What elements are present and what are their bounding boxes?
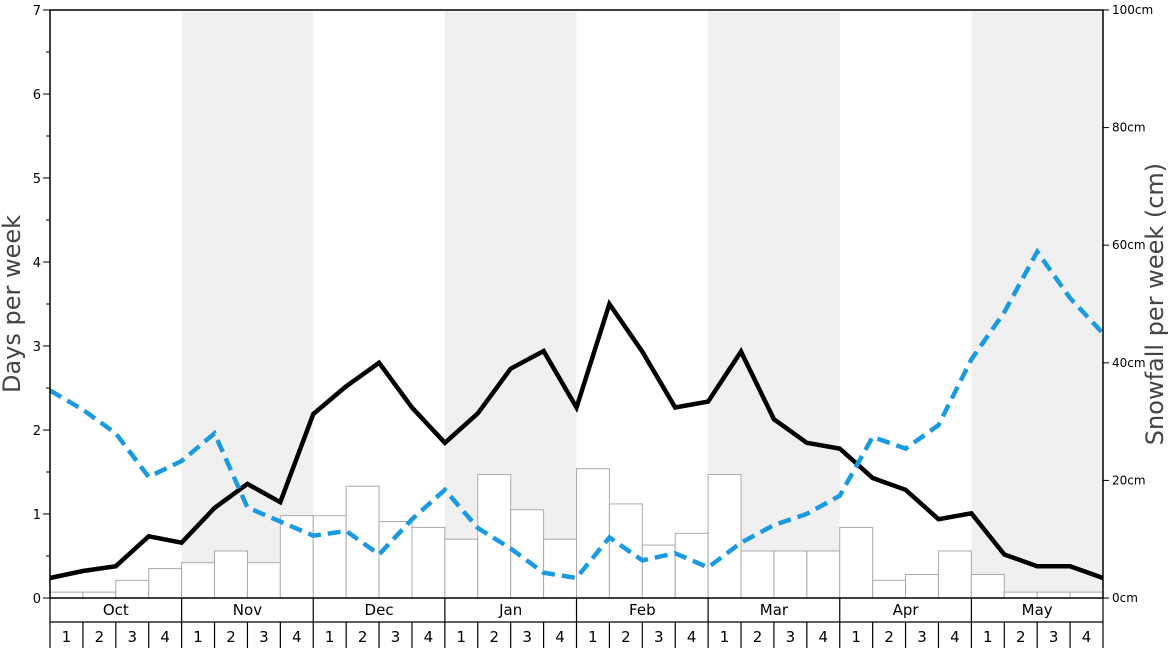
days-bar bbox=[905, 573, 939, 599]
days-bar bbox=[773, 550, 808, 599]
left-tick-label: 4 bbox=[33, 256, 41, 271]
days-bar bbox=[148, 568, 183, 599]
week-label: 3 bbox=[259, 628, 269, 646]
days-bar bbox=[740, 550, 775, 599]
month-label-mar: Mar bbox=[760, 601, 789, 619]
left-tick-label: 0 bbox=[33, 592, 41, 607]
week-label: 4 bbox=[292, 628, 302, 646]
month-label-feb: Feb bbox=[629, 601, 656, 619]
right-tick-label: 60cm bbox=[1112, 238, 1146, 252]
week-label: 1 bbox=[193, 628, 203, 646]
days-bar bbox=[872, 579, 907, 599]
left-axis-title: Days per week bbox=[0, 215, 26, 393]
days-bar bbox=[214, 550, 248, 599]
right-tick-label: 80cm bbox=[1112, 121, 1146, 135]
week-label: 3 bbox=[127, 628, 137, 646]
month-shade-nov bbox=[181, 10, 314, 598]
week-label: 3 bbox=[391, 628, 401, 646]
week-label: 2 bbox=[753, 628, 763, 646]
left-tick-label: 2 bbox=[33, 424, 41, 439]
week-label: 2 bbox=[621, 628, 631, 646]
days-bar bbox=[411, 526, 446, 599]
days-bar bbox=[806, 550, 841, 599]
week-label: 1 bbox=[720, 628, 730, 646]
right-tick-label: 20cm bbox=[1112, 473, 1146, 487]
month-axis: Oct Nov Dec Jan Feb Mar Apr May bbox=[49, 598, 1104, 648]
right-tick-label: 100cm bbox=[1112, 3, 1153, 17]
days-bar bbox=[82, 591, 117, 599]
left-tick-label: 5 bbox=[33, 172, 41, 187]
snowfall-solid-line bbox=[49, 298, 1104, 581]
week-label: 1 bbox=[457, 628, 467, 646]
days-bar bbox=[1003, 591, 1038, 599]
week-label: 1 bbox=[62, 628, 72, 646]
week-label: 4 bbox=[424, 628, 434, 646]
days-bar bbox=[246, 562, 281, 599]
week-label: 4 bbox=[1082, 628, 1092, 646]
month-label-oct: Oct bbox=[103, 601, 129, 619]
week-label: 2 bbox=[358, 628, 368, 646]
days-bar bbox=[641, 544, 676, 599]
days-bar bbox=[1069, 591, 1104, 599]
right-axis-title: Snowfall per week (cm) bbox=[1141, 163, 1168, 445]
right-tick-label: 0cm bbox=[1112, 591, 1138, 605]
right-tick-label: 40cm bbox=[1112, 356, 1146, 370]
days-bar bbox=[444, 538, 479, 599]
week-label: 2 bbox=[489, 628, 499, 646]
month-shading bbox=[181, 10, 1103, 598]
days-bar bbox=[345, 485, 380, 599]
days-bar bbox=[49, 591, 84, 599]
month-label-nov: Nov bbox=[233, 601, 262, 619]
month-label-jan: Jan bbox=[498, 601, 522, 619]
week-label: 1 bbox=[983, 628, 993, 646]
week-label: 1 bbox=[325, 628, 335, 646]
left-axis: 0 1 2 3 4 5 6 7 bbox=[33, 4, 50, 607]
left-tick-label: 3 bbox=[33, 340, 41, 355]
right-axis: 0cm 20cm 40cm 60cm 80cm 100cm bbox=[1103, 3, 1153, 605]
month-shade-may bbox=[971, 10, 1103, 598]
left-tick-label: 1 bbox=[33, 508, 41, 523]
week-label: 4 bbox=[819, 628, 829, 646]
week-label: 4 bbox=[160, 628, 170, 646]
days-bar bbox=[576, 468, 610, 599]
days-bar bbox=[970, 573, 1005, 599]
week-label: 3 bbox=[654, 628, 664, 646]
days-bar bbox=[181, 562, 216, 599]
month-label-dec: Dec bbox=[365, 601, 394, 619]
left-tick-label: 7 bbox=[33, 4, 41, 19]
month-label-may: May bbox=[1022, 601, 1053, 619]
week-label: 2 bbox=[884, 628, 894, 646]
days-bar bbox=[378, 521, 413, 599]
week-label: 3 bbox=[522, 628, 532, 646]
week-label: 3 bbox=[917, 628, 927, 646]
month-label-apr: Apr bbox=[893, 601, 920, 619]
snowfall-lines bbox=[48, 247, 1105, 581]
days-bar bbox=[1036, 591, 1071, 599]
week-label: 2 bbox=[226, 628, 236, 646]
week-label: 2 bbox=[95, 628, 105, 646]
days-bar bbox=[543, 538, 577, 599]
week-label: 3 bbox=[786, 628, 796, 646]
week-label: 4 bbox=[950, 628, 960, 646]
left-tick-label: 6 bbox=[33, 88, 41, 103]
week-label: 4 bbox=[555, 628, 565, 646]
days-bars bbox=[49, 468, 1104, 599]
days-bar bbox=[839, 526, 874, 599]
days-bar bbox=[312, 515, 347, 599]
days-bar bbox=[937, 550, 972, 599]
week-label: 1 bbox=[851, 628, 861, 646]
week-axis: 1 2 3 4 1 2 3 4 1 2 3 4 1 2 3 4 1 2 3 4 1 2 3 4 1 2 3 4 1 2 3 4 bbox=[62, 622, 1092, 648]
week-label: 2 bbox=[1016, 628, 1026, 646]
week-label: 3 bbox=[1049, 628, 1059, 646]
days-bar bbox=[115, 579, 150, 599]
week-label: 4 bbox=[687, 628, 697, 646]
days-bar bbox=[707, 474, 742, 599]
week-label: 1 bbox=[588, 628, 598, 646]
